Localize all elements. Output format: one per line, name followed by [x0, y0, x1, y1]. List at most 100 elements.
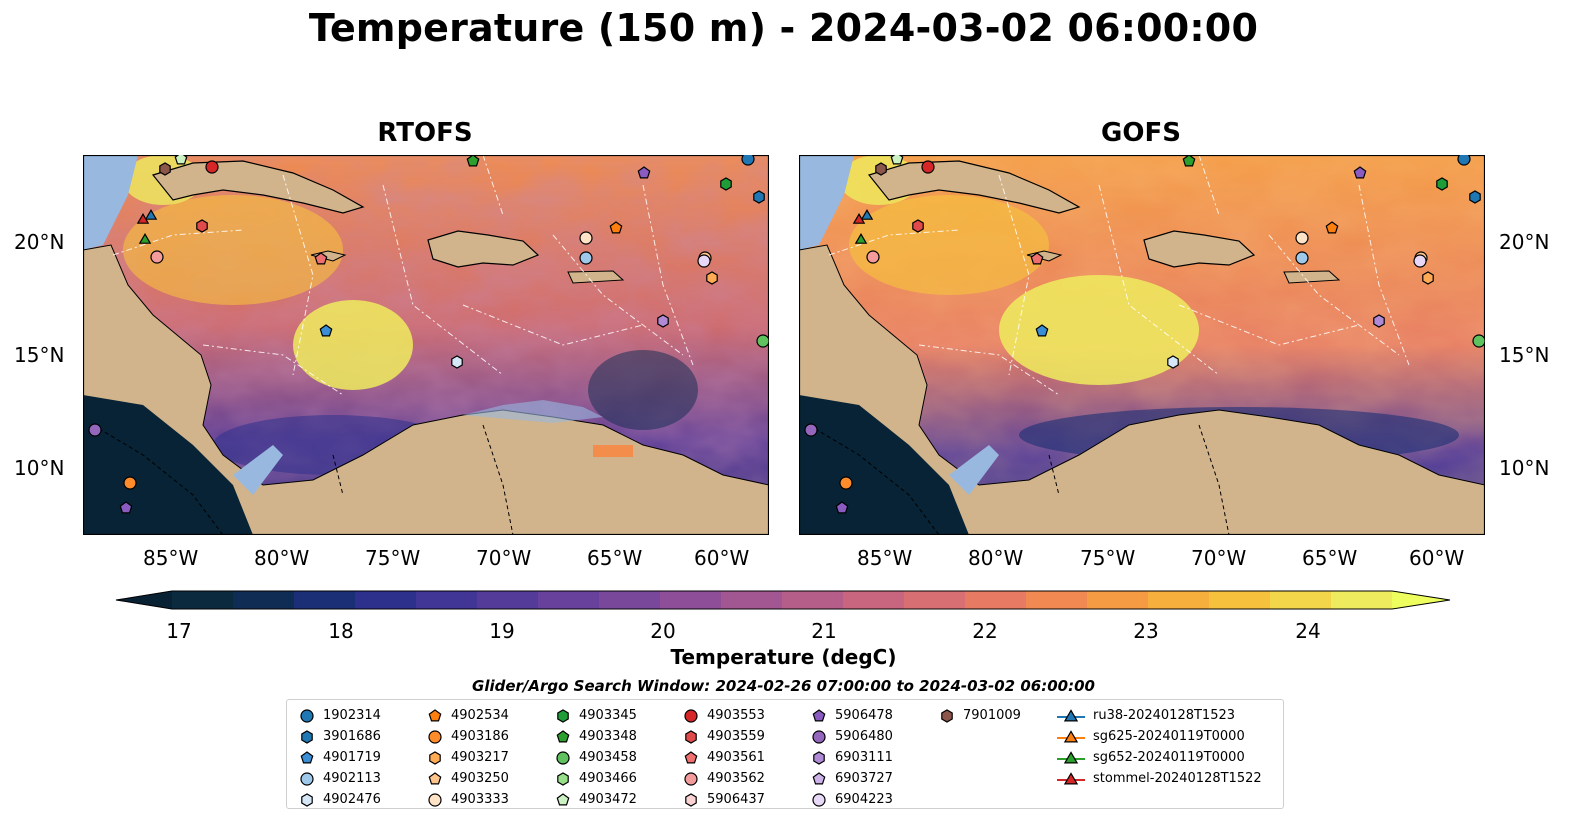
legend-item: 3901686 — [299, 726, 381, 747]
float-marker — [451, 355, 463, 369]
float-marker — [657, 314, 669, 328]
legend-item: 4903217 — [427, 747, 509, 768]
hexagon-marker-icon — [301, 729, 313, 744]
float-marker — [1295, 251, 1309, 265]
float-marker — [1373, 314, 1385, 328]
legend-item: 4903458 — [555, 747, 637, 768]
legend-label: 3901686 — [323, 729, 381, 744]
legend-item: 4901719 — [299, 747, 381, 768]
colorbar-tick: 21 — [811, 619, 837, 643]
lon-tick: 60°W — [694, 546, 750, 570]
float-marker — [579, 251, 593, 265]
legend-label: 4902113 — [323, 771, 381, 786]
hexagon-marker-icon — [557, 771, 569, 786]
triangle-marker-icon — [1057, 708, 1085, 721]
float-marker — [1325, 221, 1339, 234]
colorbar-segment — [904, 591, 966, 609]
colorbar-tick: 17 — [166, 619, 192, 643]
float-marker — [839, 476, 853, 490]
float-markers-rtofs — [88, 155, 769, 514]
colorbar-segment — [1209, 591, 1271, 609]
colorbar-tick: 23 — [1133, 619, 1159, 643]
float-marker — [753, 190, 765, 204]
panel-title-rtofs: RTOFS — [377, 118, 473, 148]
colorbar-segment — [721, 591, 783, 609]
colorbar-segment — [416, 591, 478, 609]
circle-marker-icon — [428, 792, 442, 807]
colorbar-segment — [538, 591, 600, 609]
legend-item: 5906478 — [811, 705, 893, 726]
float-marker — [119, 501, 133, 514]
colorbar-segment — [172, 591, 234, 609]
legend-item: 5906480 — [811, 726, 893, 747]
cold-region — [588, 350, 698, 430]
shelf — [463, 400, 603, 423]
puerto-rico — [567, 270, 625, 284]
legend-item: 1902314 — [299, 705, 381, 726]
warm-region — [123, 195, 343, 305]
legend-item: 4903333 — [427, 789, 509, 810]
legend-item: 4903472 — [555, 789, 637, 810]
colorbar-tick: 18 — [328, 619, 354, 643]
float-marker — [205, 160, 219, 174]
colorbar-tick: 19 — [489, 619, 515, 643]
shelf — [949, 445, 999, 495]
circle-marker-icon — [812, 792, 826, 807]
lon-tick: 65°W — [587, 546, 643, 570]
legend-item: 4902476 — [299, 789, 381, 810]
colorbar-segment — [965, 591, 1027, 609]
pentagon-marker-icon — [684, 750, 698, 763]
legend-label: sg652-20240119T0000 — [1093, 750, 1245, 765]
float-marker — [609, 221, 623, 234]
float-marker — [1422, 271, 1434, 285]
float-marker — [88, 423, 102, 437]
central-south-america — [83, 244, 769, 535]
lat-tick: 20°N — [14, 230, 65, 254]
borders — [808, 424, 1230, 535]
warm-patch — [593, 445, 633, 457]
float-marker — [123, 476, 137, 490]
cuba — [151, 160, 365, 214]
circle-marker-icon — [428, 729, 442, 744]
legend-label: 4903559 — [707, 729, 765, 744]
eez-boundaries — [828, 155, 1410, 396]
float-marker — [890, 155, 904, 165]
colorbar-segment — [294, 591, 356, 609]
float-marker — [697, 254, 711, 268]
legend-label: 4903472 — [579, 792, 637, 807]
shelf — [799, 155, 854, 250]
lon-tick: 60°W — [1409, 546, 1465, 570]
colorbar-segments — [115, 590, 1451, 610]
legend: 1902314 3901686 4901719 4902113 4902476 49025… — [286, 699, 1284, 809]
legend-item: sg625-20240119T0000 — [1057, 726, 1245, 747]
legend-item: 4903186 — [427, 726, 509, 747]
hexagon-marker-icon — [941, 708, 953, 723]
float-marker — [866, 250, 880, 264]
float-marker — [1353, 166, 1367, 179]
legend-label: 5906480 — [835, 729, 893, 744]
pacific — [799, 395, 969, 535]
map-rtofs — [83, 155, 769, 535]
triangle-marker-icon — [1057, 771, 1085, 784]
puerto-rico — [1283, 270, 1341, 284]
legend-item: ru38-20240128T1523 — [1057, 705, 1235, 726]
lon-tick: 70°W — [1191, 546, 1247, 570]
map-frame — [799, 155, 1485, 535]
legend-label: 4903348 — [579, 729, 637, 744]
lon-tick: 75°W — [365, 546, 421, 570]
shelf — [233, 445, 283, 495]
float-marker — [1167, 355, 1179, 369]
legend-item: stommel-20240128T1522 — [1057, 768, 1262, 789]
warm-eddy — [293, 300, 413, 390]
colorbar-segment — [1087, 591, 1149, 609]
hexagon-marker-icon — [685, 792, 697, 807]
legend-item: 4903466 — [555, 768, 637, 789]
float-marker — [756, 334, 769, 348]
colorbar-label: Temperature (degC) — [670, 645, 897, 669]
legend-label: sg625-20240119T0000 — [1093, 729, 1245, 744]
float-marker — [159, 162, 171, 176]
legend-label: 4903345 — [579, 708, 637, 723]
float-marker — [1030, 252, 1044, 265]
float-marker — [1469, 190, 1481, 204]
colorbar-segment — [233, 591, 295, 609]
